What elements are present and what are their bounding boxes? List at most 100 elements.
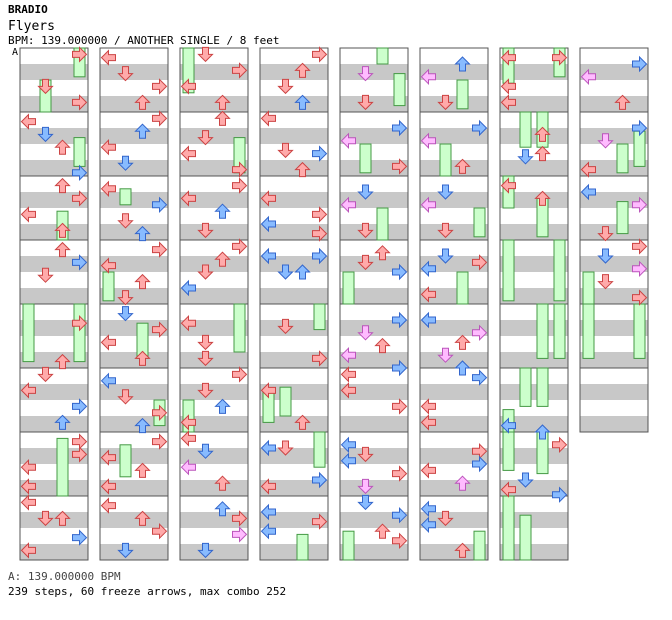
freeze-arrow xyxy=(56,437,69,497)
step-arrow-left xyxy=(180,78,196,95)
step-arrow-right xyxy=(392,263,408,281)
freeze-arrow xyxy=(633,130,646,167)
beat-stripe xyxy=(500,128,568,144)
step-arrow-right xyxy=(392,158,408,175)
step-arrow-up xyxy=(54,177,71,194)
step-arrow-down xyxy=(357,446,374,463)
step-arrow-left xyxy=(100,138,116,156)
step-arrow-up xyxy=(214,203,231,219)
beat-stripe xyxy=(260,480,328,496)
beat-stripe xyxy=(340,192,408,208)
step-arrow-down xyxy=(437,222,454,239)
step-arrow-down xyxy=(517,149,534,165)
step-arrow-down xyxy=(277,142,294,159)
step-arrow-up xyxy=(454,542,471,558)
step-arrow-up xyxy=(454,475,471,491)
beat-stripe xyxy=(180,160,248,176)
beat-stripe xyxy=(500,512,568,528)
freeze-arrow xyxy=(502,239,515,302)
step-arrow-down xyxy=(597,248,614,264)
chart-stats: 239 steps, 60 freeze arrows, max combo 2… xyxy=(8,585,287,598)
step-arrow-down xyxy=(357,222,374,239)
beat-stripe xyxy=(100,256,168,272)
beat-stripe xyxy=(580,256,648,272)
step-arrow-up xyxy=(214,110,231,126)
freeze-arrow xyxy=(119,444,132,478)
beat-stripe xyxy=(580,192,648,208)
step-arrow-up xyxy=(374,337,391,354)
beat-stripe xyxy=(100,160,168,176)
beat-stripe xyxy=(340,544,408,560)
beat-stripe xyxy=(20,384,88,400)
freeze-arrow xyxy=(102,271,115,302)
step-arrow-up xyxy=(614,94,631,110)
column-border xyxy=(339,47,409,561)
step-arrow-up xyxy=(214,475,231,491)
beat-stripe xyxy=(20,544,88,560)
beat-stripe xyxy=(420,512,488,528)
beat-stripe xyxy=(340,128,408,144)
beat-stripe xyxy=(580,64,648,80)
step-arrow-right xyxy=(552,436,568,454)
step-arrow-down xyxy=(437,94,454,111)
step-arrow-down xyxy=(357,254,374,271)
artist-name: BRADIO xyxy=(8,3,48,16)
step-arrow-up xyxy=(134,417,151,434)
column-border xyxy=(179,47,249,561)
step-arrow-up xyxy=(534,126,551,142)
step-arrow-down xyxy=(357,94,374,111)
step-arrow-up xyxy=(54,222,71,238)
freeze-arrow xyxy=(456,271,469,305)
step-arrow-up xyxy=(134,123,151,139)
beat-stripe xyxy=(260,160,328,176)
freeze-arrow xyxy=(376,207,389,241)
step-arrow-down xyxy=(277,264,294,280)
beat-stripe xyxy=(580,416,648,432)
column-border xyxy=(259,47,329,561)
beat-stripe xyxy=(180,448,248,464)
step-arrow-down xyxy=(277,318,294,335)
step-arrow-down xyxy=(197,542,214,559)
beat-stripe xyxy=(180,256,248,272)
beat-stripe xyxy=(100,448,168,464)
beat-stripe xyxy=(20,256,88,272)
beat-stripe xyxy=(180,96,248,112)
beat-stripe xyxy=(180,352,248,368)
step-arrow-down xyxy=(117,542,134,559)
step-arrow-left xyxy=(100,334,116,351)
beat-stripe xyxy=(420,384,488,400)
beat-stripe xyxy=(20,64,88,80)
step-arrow-left xyxy=(420,462,436,479)
step-arrow-right xyxy=(312,350,328,367)
freeze-arrow xyxy=(296,533,309,561)
step-arrow-right xyxy=(232,62,248,79)
step-arrow-right xyxy=(472,455,488,473)
step-arrow-down xyxy=(37,267,54,283)
beat-stripe xyxy=(500,160,568,176)
freeze-arrow xyxy=(73,137,86,167)
beat-stripe xyxy=(100,192,168,208)
step-arrow-left xyxy=(100,478,116,495)
beat-stripe xyxy=(180,384,248,400)
column-border xyxy=(419,47,489,561)
step-arrow-left xyxy=(420,196,436,214)
step-arrow-down xyxy=(37,510,54,527)
step-arrow-left xyxy=(420,260,436,278)
bpm-list: A: 139.000000 BPM xyxy=(8,570,121,583)
freeze-arrow xyxy=(616,143,629,174)
step-arrow-right xyxy=(392,359,408,377)
beat-stripe xyxy=(340,320,408,336)
chart-meta: BPM: 139.000000 / ANOTHER SINGLE / 8 fee… xyxy=(8,34,280,47)
freeze-arrow xyxy=(616,201,629,235)
step-arrow-up xyxy=(534,424,551,440)
step-arrow-left xyxy=(340,366,356,383)
step-arrow-down xyxy=(197,350,214,367)
freeze-arrow xyxy=(502,495,515,561)
beat-stripe xyxy=(420,320,488,336)
freeze-arrow xyxy=(582,271,595,305)
beat-stripe xyxy=(500,416,568,432)
step-arrow-right xyxy=(552,49,568,66)
beat-stripe xyxy=(180,224,248,240)
step-arrow-right xyxy=(312,225,328,242)
